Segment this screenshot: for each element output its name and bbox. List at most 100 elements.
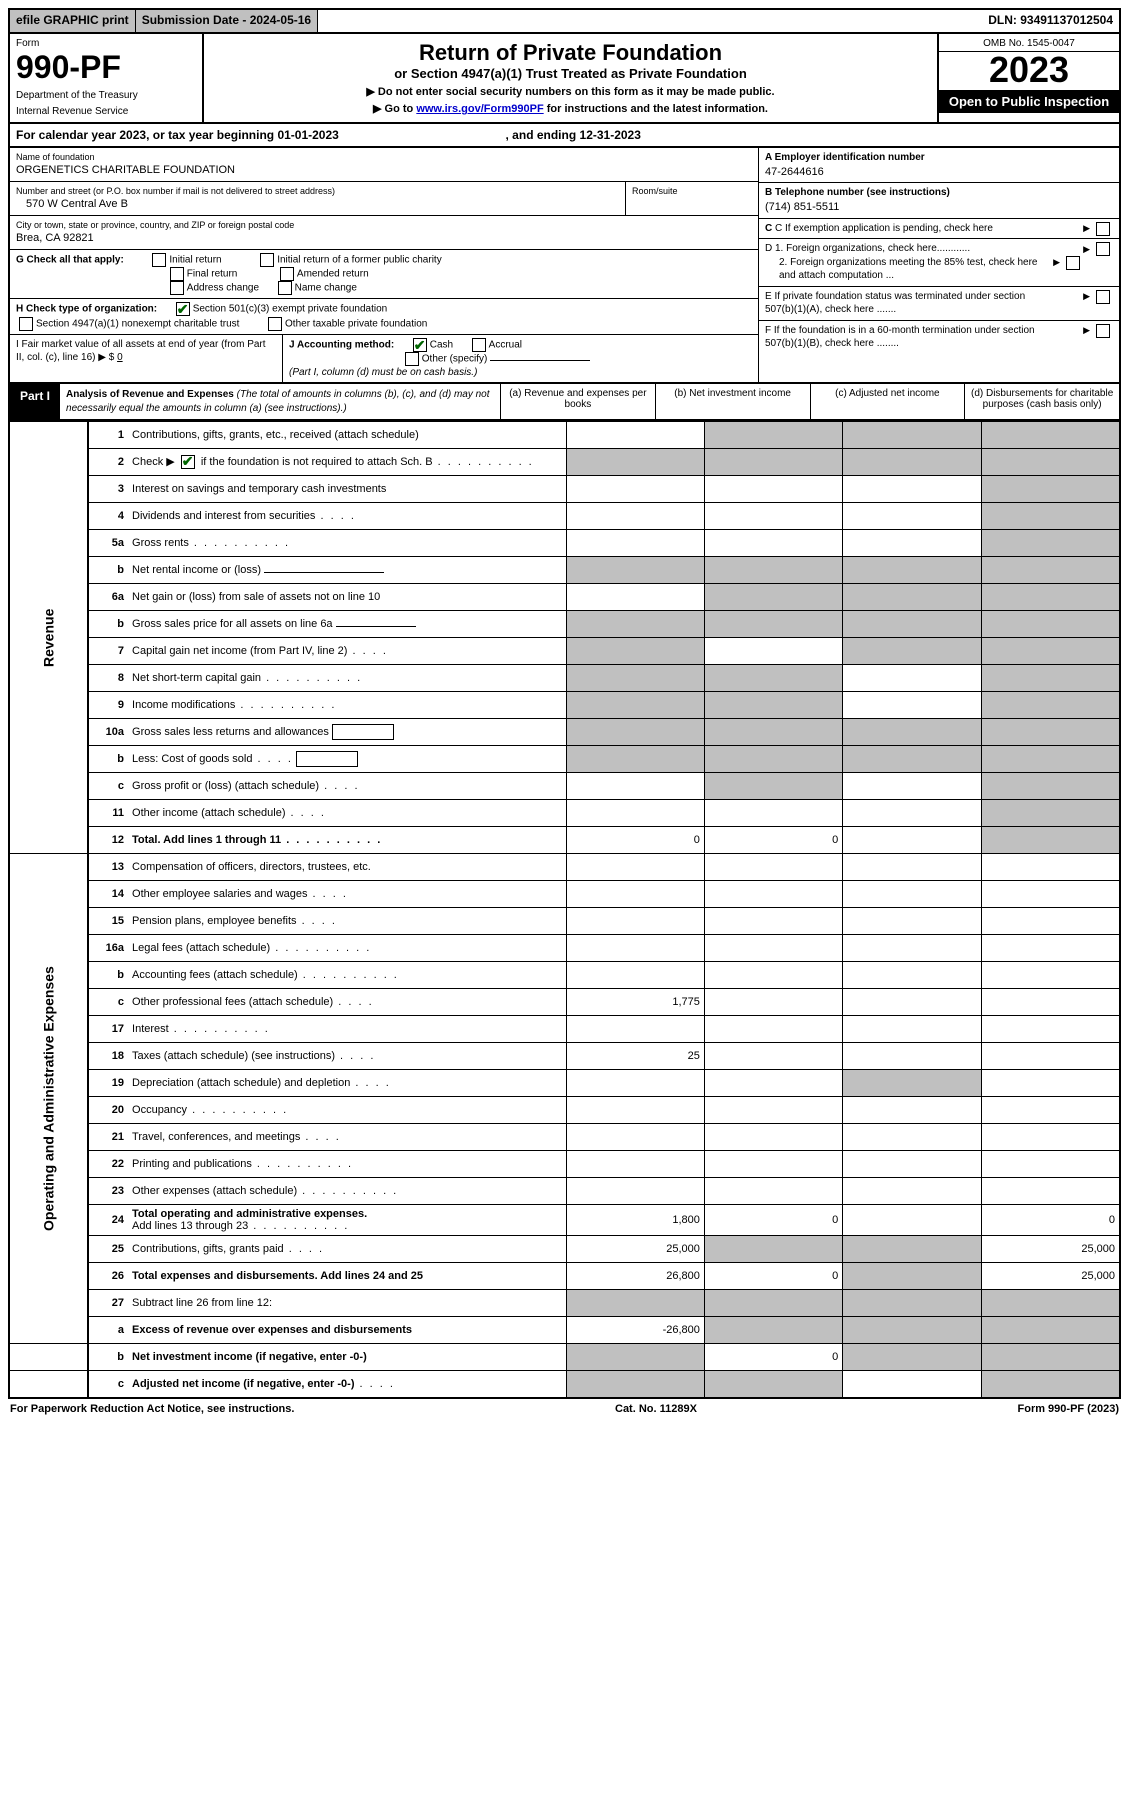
checkbox-other-taxable[interactable] <box>268 317 282 331</box>
r23-desc: Other expenses (attach schedule) <box>128 1178 566 1205</box>
r16a-desc: Legal fees (attach schedule) <box>128 935 566 962</box>
h-opt1: Section 501(c)(3) exempt private foundat… <box>193 304 388 315</box>
table-row: bAccounting fees (attach schedule) <box>9 962 1120 989</box>
addr-label: Number and street (or P.O. box number if… <box>16 185 619 197</box>
room-suite-cell: Room/suite <box>625 182 758 215</box>
checkbox-d2[interactable] <box>1066 256 1080 270</box>
g-label: G Check all that apply: <box>16 255 124 266</box>
header-left: Form 990-PF Department of the Treasury I… <box>10 34 204 122</box>
footer-center: Cat. No. 11289X <box>615 1403 697 1415</box>
g-opt6: Name change <box>295 283 357 294</box>
r24-d: 0 <box>981 1205 1120 1236</box>
checkbox-e[interactable] <box>1096 290 1110 304</box>
table-row: 16aLegal fees (attach schedule) <box>9 935 1120 962</box>
r10c-desc: Gross profit or (loss) (attach schedule) <box>128 773 566 800</box>
table-row: 7Capital gain net income (from Part IV, … <box>9 638 1120 665</box>
footer: For Paperwork Reduction Act Notice, see … <box>8 1399 1121 1419</box>
checkbox-initial-return[interactable] <box>152 253 166 267</box>
table-row: bGross sales price for all assets on lin… <box>9 611 1120 638</box>
c-label: C If exemption application is pending, c… <box>775 223 993 234</box>
c-cell: C C If exemption application is pending,… <box>759 219 1119 240</box>
top-bar: efile GRAPHIC print Submission Date - 20… <box>8 8 1121 34</box>
r27b-b: 0 <box>704 1344 842 1371</box>
checkbox-sch-b[interactable] <box>181 455 195 469</box>
table-row: 17Interest <box>9 1016 1120 1043</box>
checkbox-4947[interactable] <box>19 317 33 331</box>
table-row: 11Other income (attach schedule) <box>9 800 1120 827</box>
note-link-post: for instructions and the latest informat… <box>544 103 768 115</box>
section-g: G Check all that apply: Initial return I… <box>10 250 758 299</box>
name-cell: Name of foundation ORGENETICS CHARITABLE… <box>10 148 758 182</box>
note-ssn: ▶ Do not enter social security numbers o… <box>210 85 931 98</box>
h-opt3: Other taxable private foundation <box>285 318 427 329</box>
ein-label: A Employer identification number <box>765 152 925 163</box>
table-row: 27Subtract line 26 from line 12: <box>9 1290 1120 1317</box>
g-opt1: Initial return <box>169 255 221 266</box>
r10a-desc: Gross sales less returns and allowances <box>128 719 566 746</box>
table-row: cOther professional fees (attach schedul… <box>9 989 1120 1016</box>
part1-label: Part I <box>10 384 60 419</box>
table-row: 15Pension plans, employee benefits <box>9 908 1120 935</box>
table-row: 10aGross sales less returns and allowanc… <box>9 719 1120 746</box>
note-link: ▶ Go to www.irs.gov/Form990PF for instru… <box>210 102 931 115</box>
info-left: Name of foundation ORGENETICS CHARITABLE… <box>10 148 758 382</box>
checkbox-name-change[interactable] <box>278 281 292 295</box>
revenue-side-label: Revenue <box>9 422 88 854</box>
city-label: City or town, state or province, country… <box>16 219 752 231</box>
f-cell: F If the foundation is in a 60-month ter… <box>759 321 1119 354</box>
table-row: 20Occupancy <box>9 1097 1120 1124</box>
r15-desc: Pension plans, employee benefits <box>128 908 566 935</box>
checkbox-d1[interactable] <box>1096 242 1110 256</box>
checkbox-c[interactable] <box>1096 222 1110 236</box>
table-row: bNet investment income (if negative, ent… <box>9 1344 1120 1371</box>
table-row: 3Interest on savings and temporary cash … <box>9 476 1120 503</box>
r16c-desc: Other professional fees (attach schedule… <box>128 989 566 1016</box>
r25-a: 25,000 <box>566 1236 704 1263</box>
open-inspection: Open to Public Inspection <box>939 90 1119 113</box>
cal-end: , and ending 12-31-2023 <box>506 128 641 142</box>
j-label: J Accounting method: <box>289 339 394 350</box>
checkbox-501c3[interactable] <box>176 302 190 316</box>
efile-label[interactable]: efile GRAPHIC print <box>10 10 136 32</box>
topbar-spacer <box>318 10 982 32</box>
checkbox-f[interactable] <box>1096 324 1110 338</box>
calendar-year-row: For calendar year 2023, or tax year begi… <box>8 124 1121 148</box>
ein-cell: A Employer identification number 47-2644… <box>759 148 1119 183</box>
table-row: 26Total expenses and disbursements. Add … <box>9 1263 1120 1290</box>
form-header: Form 990-PF Department of the Treasury I… <box>8 34 1121 124</box>
r3-desc: Interest on savings and temporary cash i… <box>128 476 566 503</box>
table-row: bLess: Cost of goods sold <box>9 746 1120 773</box>
checkbox-initial-former[interactable] <box>260 253 274 267</box>
checkbox-other-method[interactable] <box>405 352 419 366</box>
part1-title: Analysis of Revenue and Expenses <box>66 389 234 400</box>
r6a-desc: Net gain or (loss) from sale of assets n… <box>128 584 566 611</box>
h-opt2: Section 4947(a)(1) nonexempt charitable … <box>36 318 239 329</box>
r4-desc: Dividends and interest from securities <box>128 503 566 530</box>
r13-desc: Compensation of officers, directors, tru… <box>128 854 566 881</box>
checkbox-accrual[interactable] <box>472 338 486 352</box>
j-cash: Cash <box>430 339 453 350</box>
header-right: OMB No. 1545-0047 2023 Open to Public In… <box>939 34 1119 122</box>
r14-desc: Other employee salaries and wages <box>128 881 566 908</box>
i-value: 0 <box>117 351 157 365</box>
checkbox-amended[interactable] <box>280 267 294 281</box>
r19-desc: Depreciation (attach schedule) and deple… <box>128 1070 566 1097</box>
checkbox-final-return[interactable] <box>170 267 184 281</box>
checkbox-address-change[interactable] <box>170 281 184 295</box>
form-label: Form <box>16 38 196 49</box>
table-row: 21Travel, conferences, and meetings <box>9 1124 1120 1151</box>
checkbox-cash[interactable] <box>413 338 427 352</box>
col-c-header: (c) Adjusted net income <box>810 384 965 419</box>
tel-value: (714) 851-5511 <box>765 201 839 213</box>
table-row: aExcess of revenue over expenses and dis… <box>9 1317 1120 1344</box>
j-other: Other (specify) <box>422 353 488 364</box>
expenses-side-label: Operating and Administrative Expenses <box>9 854 88 1344</box>
r12-b: 0 <box>704 827 842 854</box>
irs-link[interactable]: www.irs.gov/Form990PF <box>416 103 543 115</box>
form-number: 990-PF <box>16 49 196 86</box>
table-row: 8Net short-term capital gain <box>9 665 1120 692</box>
j-note: (Part I, column (d) must be on cash basi… <box>289 367 477 378</box>
table-row: 12Total. Add lines 1 through 11 00 <box>9 827 1120 854</box>
r26-b: 0 <box>704 1263 842 1290</box>
tax-year: 2023 <box>939 52 1119 88</box>
